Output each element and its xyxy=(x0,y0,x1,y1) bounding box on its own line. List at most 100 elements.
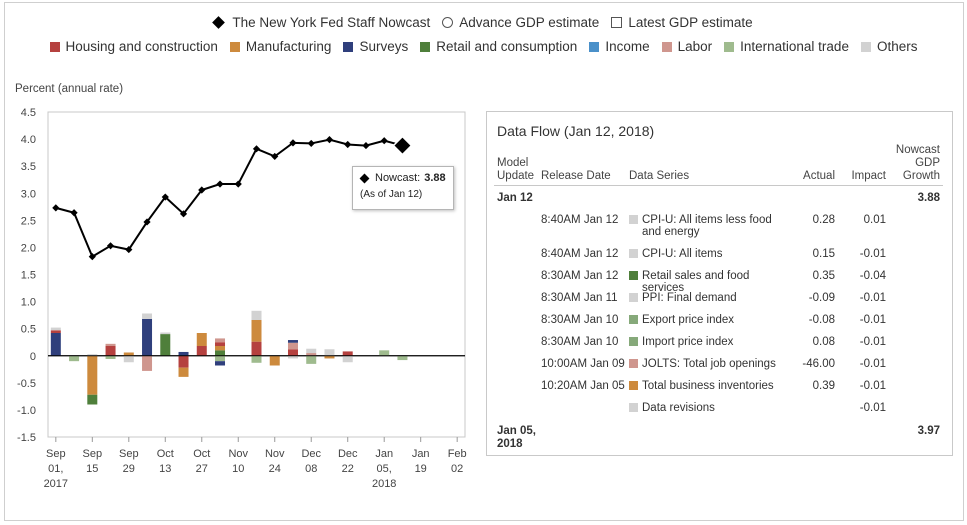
legend-label: Others xyxy=(876,39,918,54)
bar-segment-intl xyxy=(306,355,317,364)
legend-item-nowcast[interactable]: The New York Fed Staff Nowcast xyxy=(212,15,431,30)
row-release-date: 8:40AM Jan 12 xyxy=(541,248,619,260)
x-tick-label: 13 xyxy=(159,463,171,475)
x-tick-label: Sep xyxy=(46,448,66,460)
category-swatch xyxy=(629,359,638,368)
group-label: Jan 12 xyxy=(497,192,533,204)
row-impact: -0.04 xyxy=(859,270,886,282)
legend-item-labor[interactable]: Labor xyxy=(661,39,712,54)
row-impact: -0.01 xyxy=(859,358,886,370)
nowcast-point xyxy=(380,137,388,145)
bar-segment-surveys xyxy=(287,340,298,343)
bar-segment-labor xyxy=(105,343,116,346)
tooltip-value: 3.88 xyxy=(424,172,446,184)
nowcast-point xyxy=(52,204,60,212)
nowcast-point xyxy=(289,139,297,147)
y-tick-label: -0.5 xyxy=(17,378,36,390)
row-actual: -0.08 xyxy=(808,314,835,326)
row-data-series: Data revisions xyxy=(629,402,789,414)
legend-item-surveys[interactable]: Surveys xyxy=(343,39,408,54)
group-nowcast: 3.97 xyxy=(917,425,940,437)
category-swatch xyxy=(629,403,638,412)
header-nowcast-growth: GDP xyxy=(915,157,940,169)
x-tick-label: 29 xyxy=(123,463,135,475)
x-tick-label: Sep xyxy=(119,448,139,460)
legend-item-housing[interactable]: Housing and construction xyxy=(49,39,218,54)
y-tick-label: 2.5 xyxy=(21,215,36,227)
x-tick-label: 01, xyxy=(48,463,63,475)
x-tick-label: 22 xyxy=(342,463,354,475)
legend-item-latest[interactable]: Latest GDP estimate xyxy=(611,15,753,30)
row-data-series: JOLTS: Total job openings xyxy=(629,358,789,370)
bar-segment-manufacturing xyxy=(123,352,134,356)
legend-swatch xyxy=(343,41,354,52)
row-actual: -0.09 xyxy=(808,292,835,304)
row-release-date: 8:30AM Jan 10 xyxy=(541,314,619,326)
x-tick-label: 15 xyxy=(86,463,98,475)
legend-item-manufacturing[interactable]: Manufacturing xyxy=(229,39,331,54)
row-data-series: CPI-U: All items less food and energy xyxy=(629,214,789,238)
y-tick-label: 3.5 xyxy=(21,161,36,173)
bar-segment-others xyxy=(142,313,153,319)
category-swatch xyxy=(629,293,638,302)
legend-item-others[interactable]: Others xyxy=(860,39,918,54)
x-tick-label: Nov xyxy=(228,448,248,460)
nowcast-point xyxy=(198,186,206,194)
bar-segment-others xyxy=(87,354,98,356)
header-impact: Impact xyxy=(851,170,886,182)
bar-segment-others xyxy=(251,310,262,320)
legend-row-series: The New York Fed Staff Nowcast Advance GD… xyxy=(0,15,967,30)
x-tick-label: 2017 xyxy=(44,478,68,490)
nowcast-point xyxy=(161,193,169,201)
nowcast-point-current xyxy=(392,135,413,156)
bar-segment-retail xyxy=(215,350,226,356)
legend-swatch xyxy=(49,41,60,52)
legend-swatch xyxy=(860,41,871,52)
legend-item-intl[interactable]: International trade xyxy=(724,39,849,54)
legend-item-income[interactable]: Income xyxy=(589,39,650,54)
series-label: Export price index xyxy=(642,314,735,326)
y-tick-label: 0.5 xyxy=(21,324,36,336)
x-tick-label: Jan xyxy=(375,448,393,460)
bar-segment-manufacturing xyxy=(196,333,207,346)
legend-item-retail[interactable]: Retail and consumption xyxy=(420,39,577,54)
group-nowcast: 3.88 xyxy=(917,192,940,204)
row-impact: -0.01 xyxy=(859,292,886,304)
nowcast-point xyxy=(307,139,315,148)
row-impact: -0.01 xyxy=(859,314,886,326)
legend-swatch xyxy=(589,41,600,52)
bar-segment-housing xyxy=(50,330,61,333)
plot-area xyxy=(47,111,466,438)
category-swatch xyxy=(629,249,638,258)
bar-segment-others xyxy=(287,355,298,359)
nowcast-point xyxy=(252,145,261,153)
legend-swatch xyxy=(229,41,240,52)
bar-segment-others xyxy=(306,348,317,354)
category-swatch xyxy=(629,337,638,346)
bar-segment-surveys xyxy=(215,361,226,366)
legend-swatch xyxy=(661,41,672,52)
legend-swatch xyxy=(724,41,735,52)
category-swatch xyxy=(629,271,638,280)
category-swatch xyxy=(629,315,638,324)
series-label: Total business inventories xyxy=(642,380,774,392)
legend-label: The New York Fed Staff Nowcast xyxy=(232,15,431,30)
legend-item-advance[interactable]: Advance GDP estimate xyxy=(442,15,599,30)
y-tick-label: 1.5 xyxy=(21,270,36,282)
bar-segment-manufacturing xyxy=(215,346,226,351)
row-actual: 0.39 xyxy=(812,380,835,392)
series-label: PPI: Final demand xyxy=(642,292,737,304)
category-swatch xyxy=(629,381,638,390)
row-actual: 0.35 xyxy=(812,270,835,282)
bar-segment-manufacturing xyxy=(87,355,98,395)
nowcast-point xyxy=(179,210,188,218)
x-tick-label: 24 xyxy=(269,463,281,475)
y-axis-label: Percent (annual rate) xyxy=(15,83,123,95)
bar-segment-labor xyxy=(215,338,226,343)
row-actual: 0.28 xyxy=(812,214,835,226)
header-model-update: Update xyxy=(497,170,535,182)
bar-segment-intl xyxy=(215,355,226,362)
row-actual: -46.00 xyxy=(802,358,835,370)
x-tick-label: 10 xyxy=(232,463,244,475)
bar-segment-manufacturing xyxy=(269,355,280,366)
